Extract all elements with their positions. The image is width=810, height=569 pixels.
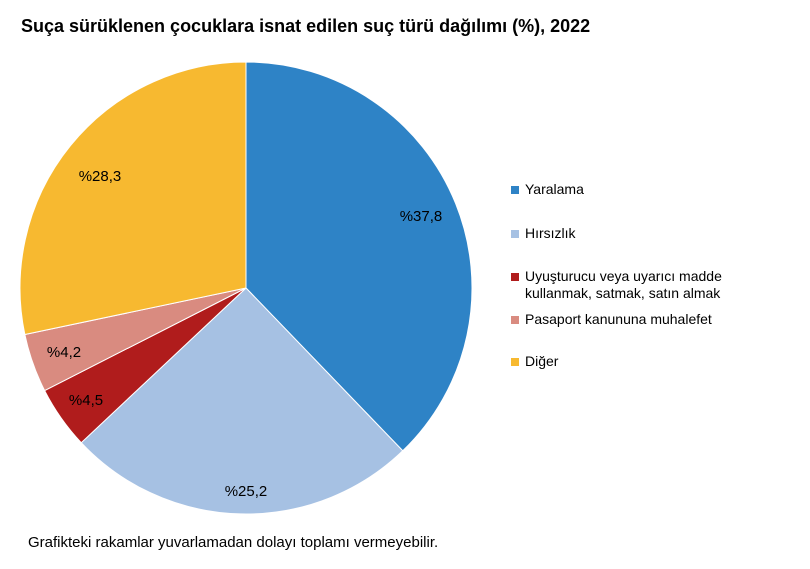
legend-swatch [511,273,519,281]
legend-item-pasaport: Pasaport kanununa muhalefet [511,311,712,328]
legend-swatch [511,186,519,194]
legend-item-uyusturucu: Uyuşturucu veya uyarıcı madde kullanmak,… [511,268,722,302]
data-label-1: %25,2 [225,483,268,500]
legend-label: Hırsızlık [525,225,576,241]
data-label-3: %4,2 [47,344,81,361]
pie-slice-4 [19,61,247,336]
footnote: Grafikteki rakamlar yuvarlamadan dolayı … [28,534,439,551]
legend-label-line-2: kullanmak, satmak, satın almak [525,285,721,301]
pie-data-labels: %37,8 %25,2 %4,5 %4,2 %28,3 [47,168,442,500]
legend-label: Yaralama [525,181,584,197]
data-label-4: %28,3 [79,168,122,185]
legend-label-line-1: Uyuşturucu veya uyarıcı madde [525,268,722,284]
legend-label: Diğer [525,353,559,369]
legend-swatch [511,230,519,238]
legend-label: Pasaport kanununa muhalefet [525,311,712,327]
pie-slice-1 [80,287,404,515]
legend-item-hirsizlik: Hırsızlık [511,225,576,242]
data-label-0: %37,8 [400,208,443,225]
chart-title: Suça sürüklenen çocuklara isnat edilen s… [21,16,591,36]
pie-slice-0 [245,61,473,452]
legend-item-yaralama: Yaralama [511,181,584,198]
legend-item-diger: Diğer [511,353,558,370]
data-label-2: %4,5 [69,392,103,409]
legend-swatch [511,316,519,324]
pie-slices [19,61,473,515]
legend-swatch [511,358,519,366]
